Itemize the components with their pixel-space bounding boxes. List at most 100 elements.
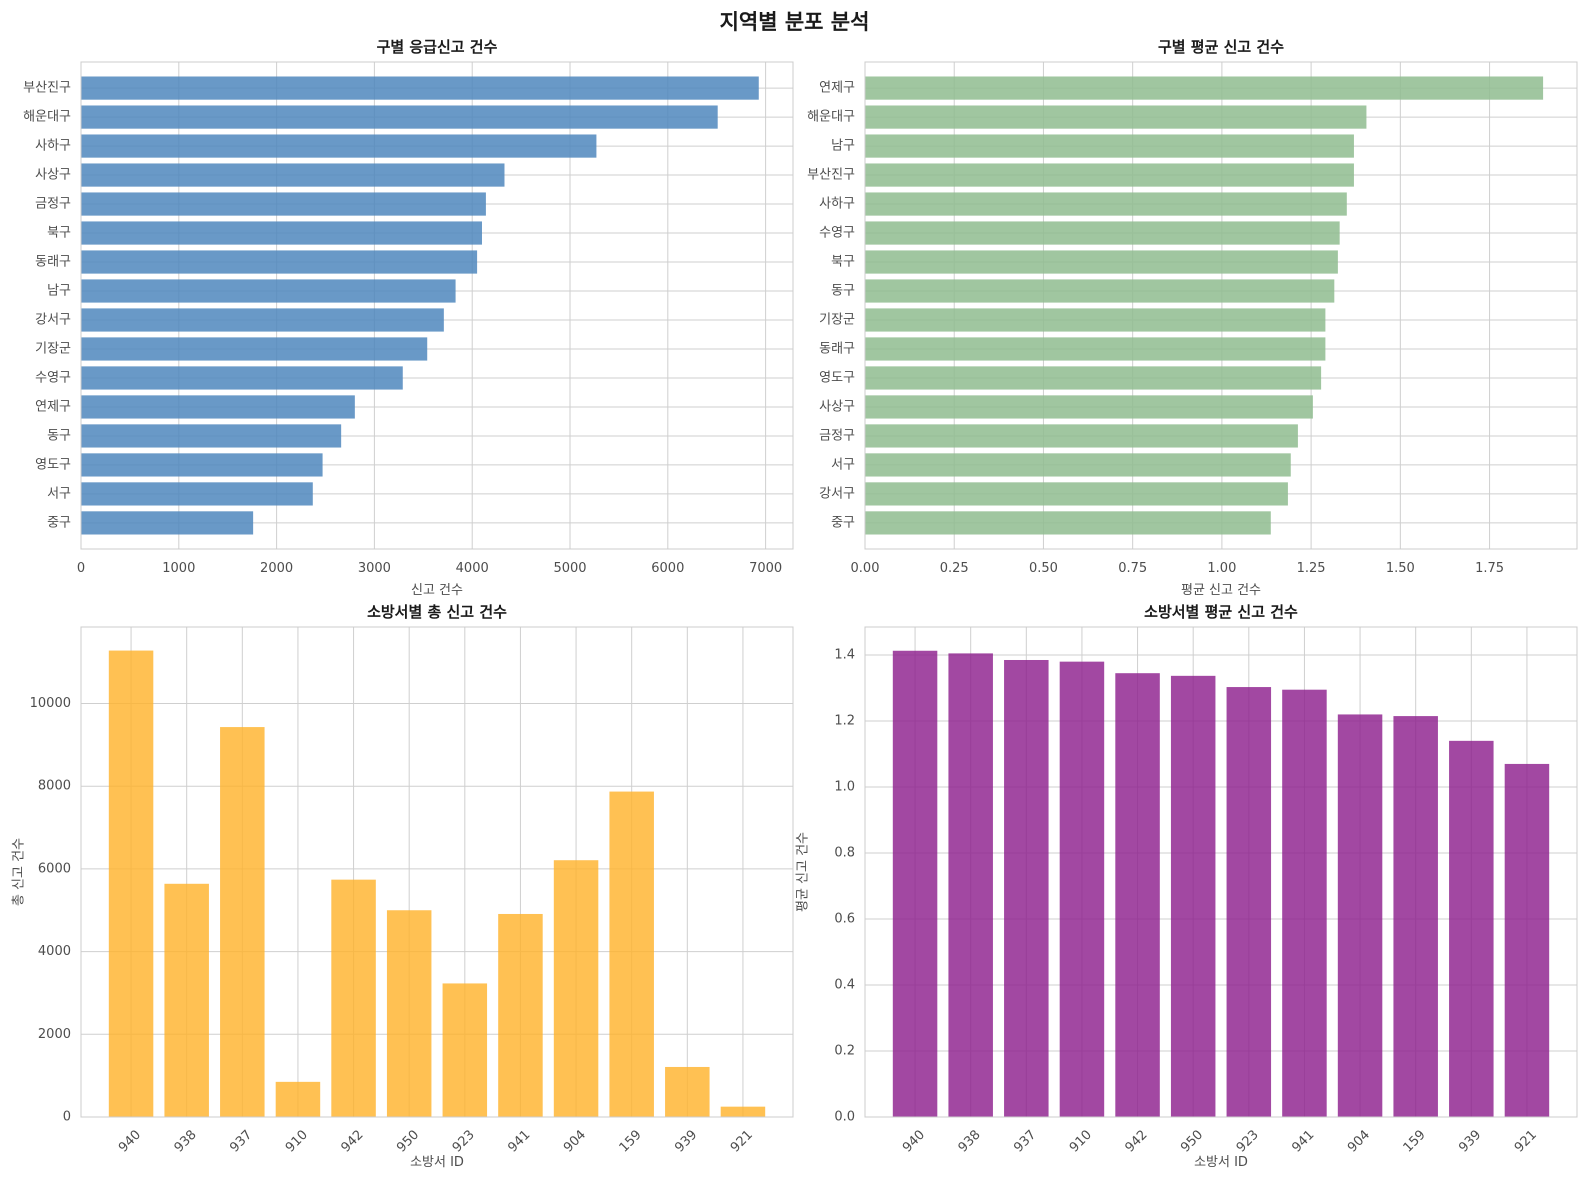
bar	[1504, 763, 1550, 1117]
chart-title: 구별 응급신고 건수	[377, 38, 498, 56]
y-tick-label: 사상구	[819, 399, 855, 414]
chart-panel-1: 0 1000 2000 3000 4000 5000 6000 7000 부산진구해운대구사하구…	[23, 38, 794, 598]
bar	[81, 76, 759, 100]
chart-panel-3: 0 2000 4000 6000 8000 10000 940 938 937 910 942 950…	[12, 603, 794, 1170]
bar	[865, 250, 1338, 274]
chart-title: 소방서별 평균 신고 건수	[1144, 603, 1298, 621]
x-tick-label: 904	[1345, 1127, 1373, 1155]
x-tick-label: 4000	[456, 561, 489, 576]
y-tick-label: 금정구	[35, 197, 71, 212]
y-tick-label: 서구	[47, 486, 71, 501]
x-tick-label: 950	[1178, 1127, 1206, 1155]
bar	[865, 163, 1354, 187]
x-tick-label: 0.00	[851, 561, 880, 576]
bar	[108, 650, 154, 1117]
y-tick-label: 해운대구	[807, 110, 855, 125]
y-tick-label: 2000	[38, 1027, 71, 1042]
x-tick-label: 1000	[162, 561, 195, 576]
x-tick-label: 0.25	[940, 561, 969, 576]
chart-title: 소방서별 총 신고 건수	[367, 603, 507, 621]
x-axis-label: 평균 신고 건수	[1181, 583, 1261, 598]
bar	[81, 250, 478, 274]
x-axis-label: 소방서 ID	[410, 1155, 464, 1170]
x-tick-label: 3000	[358, 561, 391, 576]
y-tick-label: 0.6	[834, 912, 855, 927]
y-tick-label: 연제구	[819, 81, 855, 96]
y-tick-label: 영도구	[35, 457, 71, 472]
bar	[865, 192, 1347, 216]
y-tick-label: 북구	[831, 255, 855, 270]
x-tick-label: 940	[116, 1127, 144, 1155]
bar	[865, 453, 1291, 477]
y-tick-label: 금정구	[819, 428, 855, 443]
x-tick-label: 921	[728, 1127, 756, 1155]
x-tick-label: 1.00	[1207, 561, 1236, 576]
chart-panel-4: 0.0 0.2 0.4 0.6 0.8 1.0 1.2 1.4 940 938 937 910 942 9…	[796, 603, 1578, 1170]
bar	[1393, 716, 1438, 1117]
bar	[1170, 675, 1216, 1117]
chart-title: 구별 평균 신고 건수	[1158, 38, 1284, 56]
bar	[81, 134, 597, 158]
x-tick-label: 942	[1122, 1127, 1150, 1155]
bar	[865, 279, 1335, 303]
bar	[331, 879, 376, 1117]
bar	[81, 366, 403, 390]
x-tick-label: 923	[1234, 1127, 1262, 1155]
y-axis-label: 평균 신고 건수	[796, 832, 811, 912]
y-tick-label: 남구	[47, 284, 71, 299]
bar	[81, 511, 254, 535]
y-tick-label: 동래구	[35, 255, 71, 270]
x-tick-label: 6000	[651, 561, 684, 576]
x-tick-label: 159	[617, 1127, 645, 1155]
x-tick-label: 0.50	[1029, 561, 1058, 576]
bar	[553, 860, 599, 1117]
y-tick-label: 중구	[47, 515, 71, 530]
x-tick-label: 0	[77, 561, 85, 576]
bar	[865, 395, 1313, 419]
y-tick-label: 연제구	[35, 399, 71, 414]
y-tick-label: 사하구	[819, 197, 855, 212]
bar	[220, 727, 265, 1117]
x-tick-label: 1.25	[1297, 561, 1326, 576]
x-tick-label: 938	[956, 1127, 984, 1155]
x-tick-label: 940	[900, 1127, 928, 1155]
x-tick-label: 1.50	[1386, 561, 1415, 576]
y-tick-label: 수영구	[819, 226, 855, 241]
figure-title: 지역별 분포 분석	[719, 10, 870, 34]
y-tick-label: 1.2	[834, 714, 855, 729]
y-tick-label: 부산진구	[23, 81, 71, 96]
bar	[1282, 689, 1327, 1117]
y-tick-label: 중구	[831, 515, 855, 530]
bar	[865, 134, 1354, 158]
y-tick-label: 수영구	[35, 370, 71, 385]
y-tick-label: 북구	[47, 226, 71, 241]
bar	[865, 76, 1544, 100]
y-tick-label: 0.4	[834, 978, 855, 993]
x-tick-label: 950	[394, 1127, 422, 1155]
bar	[81, 279, 456, 303]
x-axis-label: 소방서 ID	[1194, 1155, 1248, 1170]
bar	[275, 1081, 321, 1117]
y-tick-label: 1.4	[834, 648, 855, 663]
y-tick-label: 동래구	[819, 341, 855, 356]
y-tick-label: 0.8	[834, 846, 855, 861]
plot-frame	[864, 626, 1578, 1118]
y-axis-label: 총 신고 건수	[12, 838, 27, 906]
x-tick-label: 5000	[553, 561, 586, 576]
bar	[81, 424, 342, 448]
y-tick-label: 강서구	[35, 312, 71, 327]
bar	[865, 482, 1288, 506]
bar	[865, 337, 1326, 361]
x-tick-label: 939	[672, 1127, 700, 1155]
chart-panel-2: 0.00 0.25 0.50 0.75 1.00 1.25 1.50 1.75 연제구해운대구남…	[807, 38, 1578, 598]
plot-frame	[80, 626, 794, 1118]
plot-frame	[80, 61, 794, 550]
y-tick-label: 0.0	[834, 1110, 855, 1125]
y-tick-label: 동구	[47, 428, 71, 443]
y-tick-label: 6000	[38, 861, 71, 876]
x-tick-label: 923	[450, 1127, 478, 1155]
bar	[81, 163, 505, 187]
x-tick-label: 937	[1011, 1127, 1039, 1155]
plot-frame	[864, 61, 1578, 550]
y-tick-label: 사상구	[35, 168, 71, 183]
